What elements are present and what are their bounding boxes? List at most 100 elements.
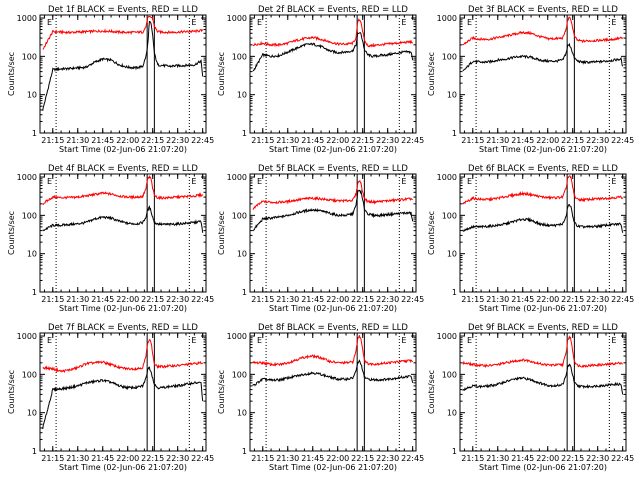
x-tick-label: 22:00 [326,454,349,463]
y-tick-label: 1 [32,129,37,138]
plot-frame [249,14,417,134]
x-tick-label: 22:30 [586,295,609,304]
y-tick-label: 1000 [227,173,247,182]
y-tick-label: 100 [22,370,37,379]
x-tick-label: 22:15 [141,295,164,304]
corner-label-left: E [467,18,472,27]
series-line-events [462,204,624,233]
x-tick-label: 21:45 [91,454,114,463]
x-tick-label: 22:45 [611,454,634,463]
x-tick-label: 22:00 [326,136,349,145]
x-tick-label: 21:30 [66,295,89,304]
plot-frame [39,173,207,293]
x-tick-label: 21:15 [251,295,274,304]
y-tick-label: 1000 [437,332,457,341]
corner-label-right: E [611,18,616,27]
y-tick-label: 1000 [437,14,457,23]
y-tick-label: 1 [452,288,457,297]
x-tick-label: 21:30 [66,454,89,463]
x-tick-label: 21:15 [41,454,64,463]
y-tick-label: 10 [237,91,247,100]
x-tick-label: 22:00 [116,454,139,463]
y-axis-label: Counts/sec [217,211,226,255]
x-tick-label: 22:15 [561,454,584,463]
y-tick-label: 1000 [227,332,247,341]
x-tick-label: 21:30 [66,136,89,145]
x-tick-label: 21:15 [251,136,274,145]
x-tick-label: 22:00 [326,295,349,304]
y-tick-label: 1 [242,447,247,456]
plot-frame [249,173,417,293]
chart-title: Det 1f BLACK = Events, RED = LLD [48,5,198,15]
x-tick-label: 21:30 [276,295,299,304]
y-axis-label: Counts/sec [7,211,16,255]
y-tick-label: 100 [442,211,457,220]
corner-label-right: E [401,177,406,186]
x-tick-label: 21:15 [461,295,484,304]
x-tick-label: 22:30 [586,136,609,145]
y-tick-label: 1 [242,288,247,297]
corner-label-right: E [191,18,196,27]
x-tick-label: 22:30 [166,295,189,304]
chart-title: Det 3f BLACK = Events, RED = LLD [468,5,618,15]
chart-title: Det 8f BLACK = Events, RED = LLD [258,323,408,333]
x-tick-label: 21:45 [511,454,534,463]
y-tick-label: 1 [32,288,37,297]
y-tick-label: 100 [232,370,247,379]
y-tick-label: 1000 [437,173,457,182]
plot-frame [459,173,627,293]
x-tick-label: 21:15 [251,454,274,463]
series-line-lld [252,18,414,48]
x-tick-label: 22:00 [536,454,559,463]
y-tick-label: 1000 [17,173,37,182]
x-axis-label: Start Time (02-Jun-06 21:07:20) [269,463,397,472]
y-tick-label: 1000 [227,14,247,23]
x-tick-label: 22:15 [561,295,584,304]
chart-title: Det 6f BLACK = Events, RED = LLD [468,164,618,174]
x-tick-label: 22:00 [116,295,139,304]
series-line-events [252,189,414,232]
y-tick-label: 100 [232,211,247,220]
x-tick-label: 22:45 [191,295,214,304]
x-tick-label: 21:45 [301,454,324,463]
y-tick-label: 100 [442,370,457,379]
y-tick-label: 10 [27,250,37,259]
y-tick-label: 1 [242,129,247,138]
x-tick-label: 21:30 [486,136,509,145]
y-axis-label: Counts/sec [427,52,436,96]
plot-frame [249,332,417,452]
series-line-lld [252,335,413,367]
plot-frame [39,332,207,452]
x-tick-label: 22:15 [561,136,584,145]
x-tick-label: 22:30 [166,136,189,145]
y-tick-label: 10 [447,409,457,418]
y-axis-label: Counts/sec [427,211,436,255]
y-axis-label: Counts/sec [217,370,226,414]
x-tick-label: 21:45 [91,295,114,304]
x-tick-label: 22:30 [586,454,609,463]
corner-label-left: E [47,336,52,345]
x-tick-label: 22:15 [141,136,164,145]
y-tick-label: 10 [237,409,247,418]
y-tick-label: 1 [452,447,457,456]
series-line-lld [462,175,624,205]
x-tick-label: 22:15 [351,136,374,145]
series-line-events [42,21,204,111]
series-line-events [42,205,204,233]
series-line-lld [42,339,204,374]
x-tick-label: 22:45 [191,136,214,145]
x-tick-label: 22:45 [611,295,634,304]
x-tick-label: 22:30 [376,295,399,304]
plot-frame [459,332,627,452]
x-tick-label: 21:30 [276,136,299,145]
x-axis-label: Start Time (02-Jun-06 21:07:20) [269,145,397,154]
x-axis-label: Start Time (02-Jun-06 21:07:20) [479,304,607,313]
x-tick-label: 22:30 [376,454,399,463]
